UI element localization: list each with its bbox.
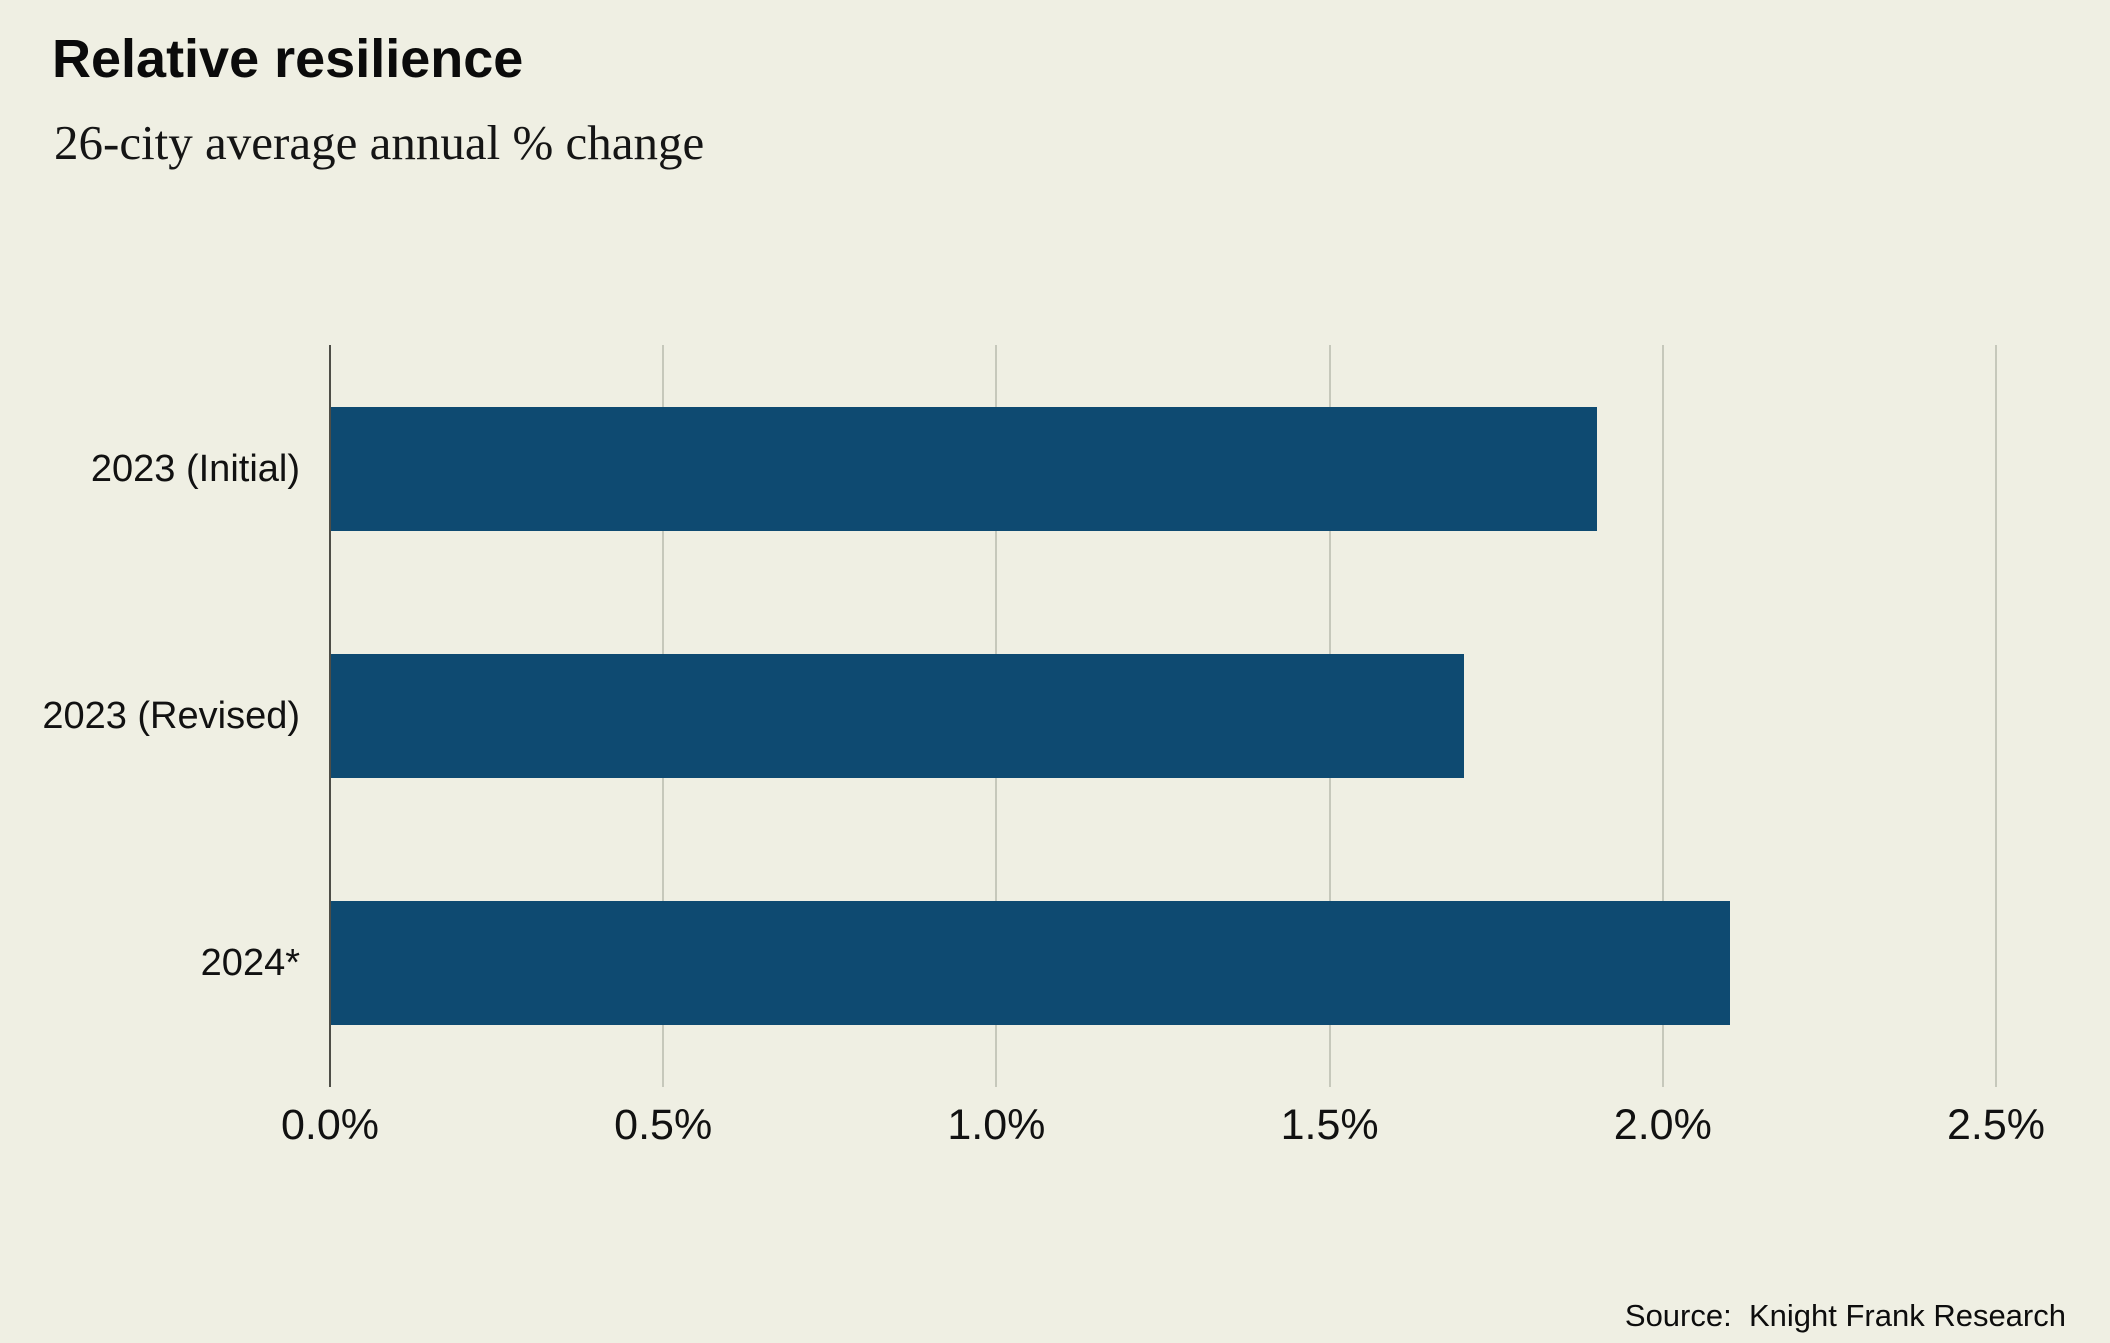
gridline	[1661, 345, 1664, 1087]
category-label: 2023 (Initial)	[90, 447, 300, 490]
category-label: 2024*	[200, 942, 300, 985]
x-tick-label: 1.0%	[947, 1101, 1046, 1149]
x-tick-label: 0.0%	[280, 1101, 380, 1149]
chart-subtitle: 26-city average annual % change	[54, 115, 705, 170]
category-label: 2023 (Revised)	[42, 695, 300, 737]
bar-2023-revised	[331, 654, 1464, 778]
x-tick-label: 0.5%	[614, 1101, 713, 1149]
bar-2023-initial	[331, 406, 1598, 531]
source-block: Source: Knight Frank Research *Excluding…	[1308, 1218, 2066, 1343]
x-tick-label: 2.5%	[1946, 1101, 2046, 1149]
x-tick-label: 2.0%	[1613, 1101, 1712, 1149]
source-text: Source: Knight Frank Research	[1624, 1298, 2066, 1333]
chart-title: Relative resilience	[52, 29, 524, 89]
gridline	[1995, 345, 1997, 1087]
plot-area	[329, 345, 1997, 1087]
bar-2024	[331, 901, 1731, 1026]
y-axis-line	[329, 345, 331, 1087]
x-tick-label: 1.5%	[1280, 1101, 1379, 1149]
